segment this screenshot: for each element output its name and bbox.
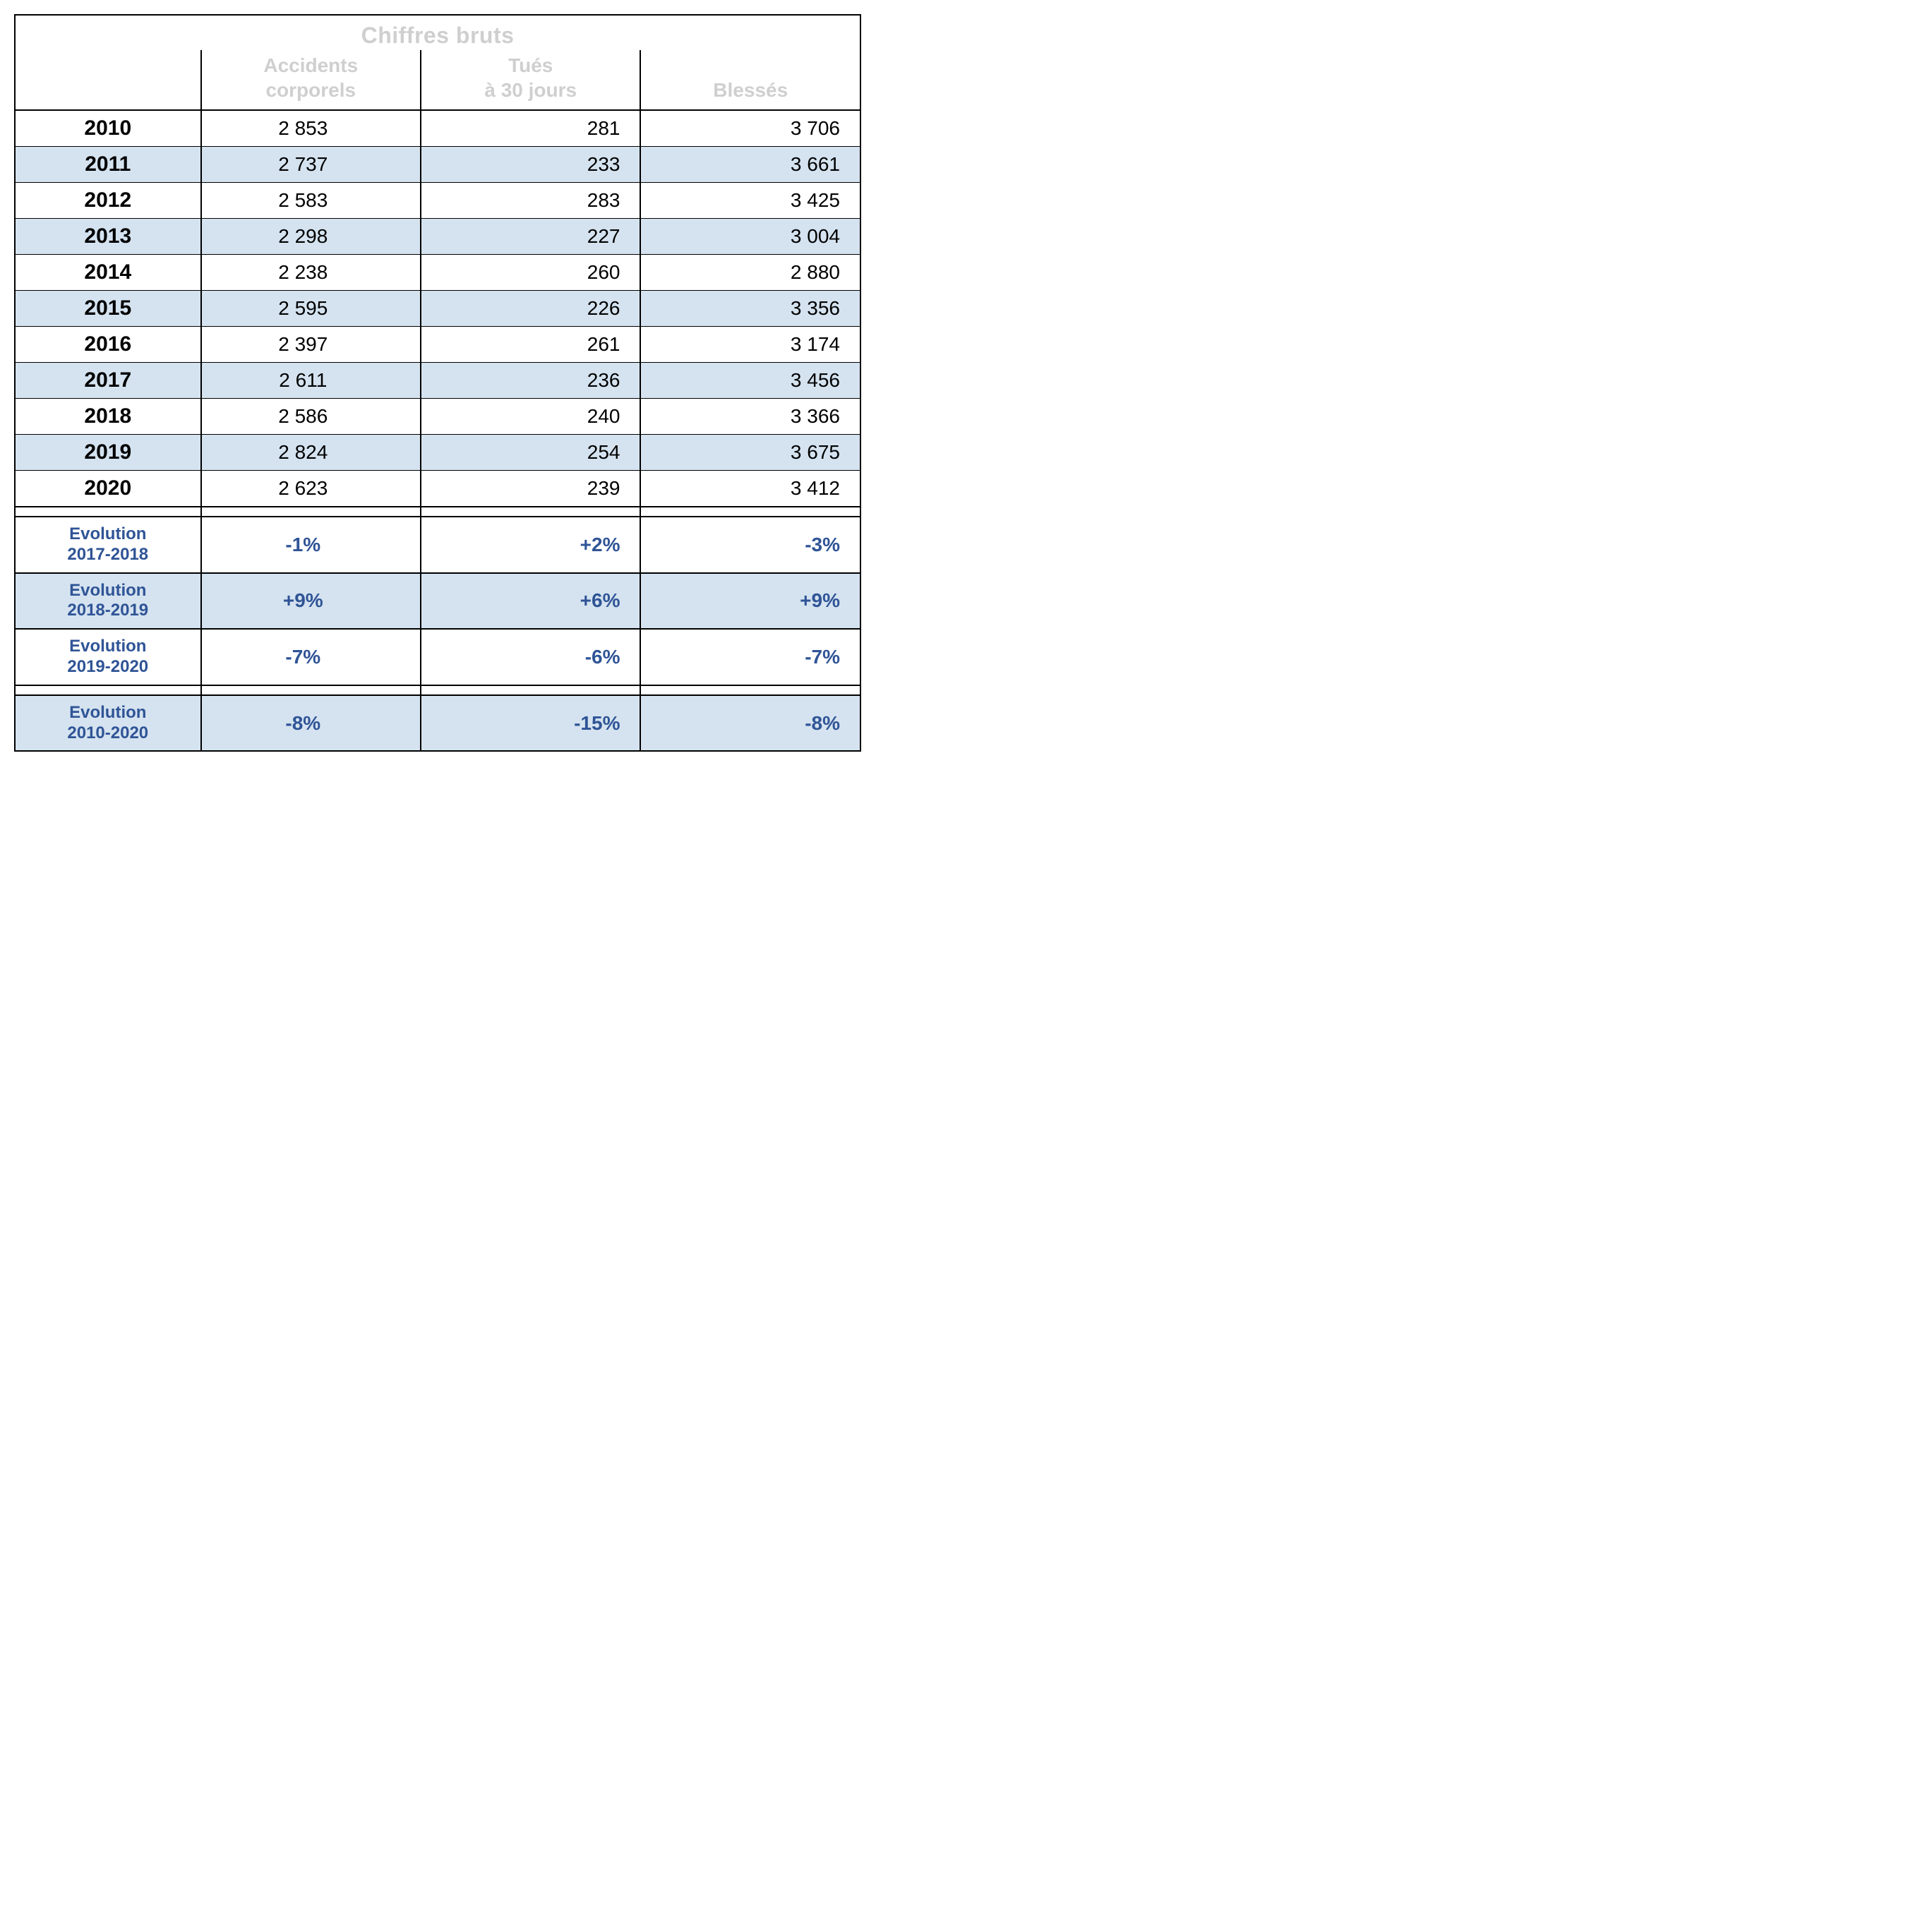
year-cell: 2012 — [15, 183, 201, 219]
year-cell: 2019 — [15, 435, 201, 471]
table-header: Chiffres bruts Accidents corporels Tués … — [15, 15, 860, 110]
table-row: 20112 7372333 661 — [15, 147, 860, 183]
evolution-blesses: +9% — [640, 573, 860, 630]
evolution-blesses: -3% — [640, 517, 860, 573]
evolution-rows-b: Evolution 2010-2020-8%-15%-8% — [15, 695, 860, 752]
table-row: 20162 3972613 174 — [15, 327, 860, 363]
tues-cell: 236 — [421, 363, 640, 399]
accidents-cell: 2 595 — [201, 291, 421, 327]
year-cell: 2017 — [15, 363, 201, 399]
evolution-row: Evolution 2010-2020-8%-15%-8% — [15, 695, 860, 752]
blesses-cell: 3 412 — [640, 471, 860, 507]
table-title: Chiffres bruts — [18, 23, 857, 49]
accidents-cell: 2 586 — [201, 399, 421, 435]
table-row: 20152 5952263 356 — [15, 291, 860, 327]
evolution-label: Evolution 2019-2020 — [15, 629, 201, 685]
tues-cell: 240 — [421, 399, 640, 435]
blesses-cell: 3 356 — [640, 291, 860, 327]
evolution-accidents: -8% — [201, 695, 421, 752]
evolution-tues: -6% — [421, 629, 640, 685]
evolution-row: Evolution 2019-2020-7%-6%-7% — [15, 629, 860, 685]
table-row: 20122 5832833 425 — [15, 183, 860, 219]
blesses-cell: 3 174 — [640, 327, 860, 363]
table-row: 20102 8532813 706 — [15, 110, 860, 147]
accidents-cell: 2 583 — [201, 183, 421, 219]
year-cell: 2011 — [15, 147, 201, 183]
blesses-cell: 3 425 — [640, 183, 860, 219]
evolution-blesses: -7% — [640, 629, 860, 685]
blesses-cell: 3 706 — [640, 110, 860, 147]
accidents-cell: 2 824 — [201, 435, 421, 471]
year-cell: 2015 — [15, 291, 201, 327]
year-cell: 2014 — [15, 255, 201, 291]
table-row: 20192 8242543 675 — [15, 435, 860, 471]
evolution-label: Evolution 2018-2019 — [15, 573, 201, 630]
col-header-accidents: Accidents corporels — [201, 50, 421, 110]
col-header-tues: Tués à 30 jours — [421, 50, 640, 110]
accidents-cell: 2 298 — [201, 219, 421, 255]
table-row: 20142 2382602 880 — [15, 255, 860, 291]
spacer-row — [15, 685, 860, 695]
tues-cell: 226 — [421, 291, 640, 327]
evolution-row: Evolution 2017-2018-1%+2%-3% — [15, 517, 860, 573]
tues-cell: 254 — [421, 435, 640, 471]
year-cell: 2010 — [15, 110, 201, 147]
accidents-cell: 2 611 — [201, 363, 421, 399]
table-row: 20132 2982273 004 — [15, 219, 860, 255]
year-cell: 2013 — [15, 219, 201, 255]
accidents-cell: 2 623 — [201, 471, 421, 507]
blesses-cell: 3 366 — [640, 399, 860, 435]
year-cell: 2020 — [15, 471, 201, 507]
evolution-rows-a: Evolution 2017-2018-1%+2%-3%Evolution 20… — [15, 517, 860, 685]
tues-cell: 239 — [421, 471, 640, 507]
accidents-cell: 2 737 — [201, 147, 421, 183]
evolution-tues: +6% — [421, 573, 640, 630]
evolution-blesses: -8% — [640, 695, 860, 752]
tues-cell: 227 — [421, 219, 640, 255]
blesses-cell: 3 675 — [640, 435, 860, 471]
year-cell: 2018 — [15, 399, 201, 435]
tues-cell: 281 — [421, 110, 640, 147]
statistics-table: Chiffres bruts Accidents corporels Tués … — [14, 14, 861, 752]
table-row: 20172 6112363 456 — [15, 363, 860, 399]
data-rows: 20102 8532813 70620112 7372333 66120122 … — [15, 110, 860, 507]
blesses-cell: 3 456 — [640, 363, 860, 399]
blesses-cell: 2 880 — [640, 255, 860, 291]
evolution-accidents: +9% — [201, 573, 421, 630]
evolution-label: Evolution 2017-2018 — [15, 517, 201, 573]
tues-cell: 233 — [421, 147, 640, 183]
tues-cell: 261 — [421, 327, 640, 363]
tues-cell: 283 — [421, 183, 640, 219]
evolution-label: Evolution 2010-2020 — [15, 695, 201, 752]
table-row: 20182 5862403 366 — [15, 399, 860, 435]
evolution-tues: -15% — [421, 695, 640, 752]
accidents-cell: 2 238 — [201, 255, 421, 291]
accidents-cell: 2 853 — [201, 110, 421, 147]
evolution-accidents: -7% — [201, 629, 421, 685]
year-cell: 2016 — [15, 327, 201, 363]
tues-cell: 260 — [421, 255, 640, 291]
table-row: 20202 6232393 412 — [15, 471, 860, 507]
spacer-row — [15, 507, 860, 517]
header-blank — [15, 50, 201, 110]
col-header-blesses: Blessés — [640, 50, 860, 110]
blesses-cell: 3 661 — [640, 147, 860, 183]
accidents-cell: 2 397 — [201, 327, 421, 363]
evolution-row: Evolution 2018-2019+9%+6%+9% — [15, 573, 860, 630]
evolution-accidents: -1% — [201, 517, 421, 573]
evolution-tues: +2% — [421, 517, 640, 573]
blesses-cell: 3 004 — [640, 219, 860, 255]
